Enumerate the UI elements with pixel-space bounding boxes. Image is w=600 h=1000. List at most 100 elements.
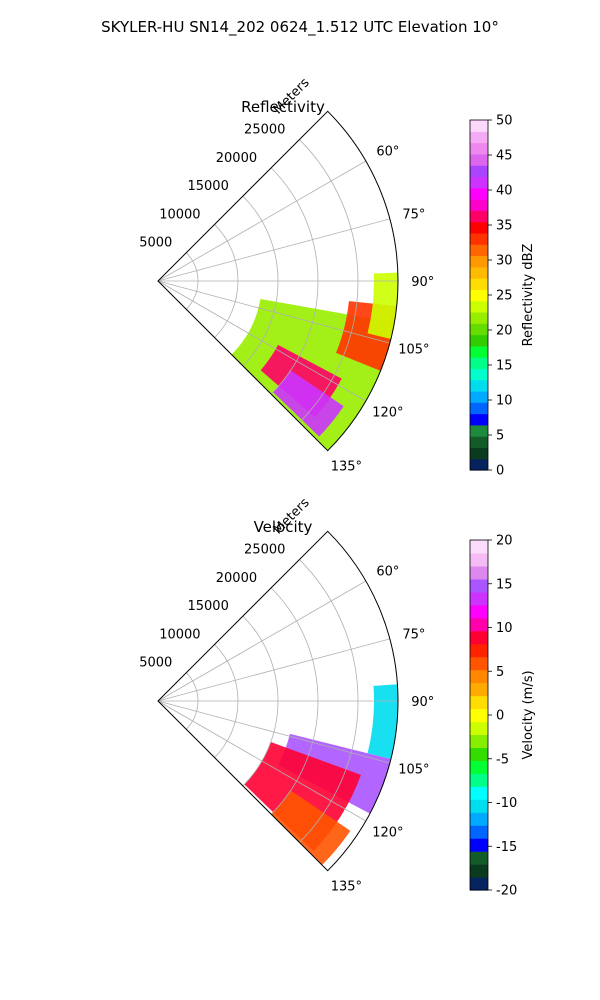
azimuth-line-1 bbox=[157, 638, 390, 702]
colorbar-tick-label: 20 bbox=[496, 534, 513, 549]
angular-tick-label: 120° bbox=[372, 405, 403, 420]
angular-tick-label: 135° bbox=[331, 459, 362, 474]
colorbar-swatch bbox=[470, 825, 488, 839]
angular-tick-label: 135° bbox=[331, 879, 362, 894]
colorbar-tick-label: 10 bbox=[496, 621, 513, 636]
colorbar-swatch bbox=[470, 708, 488, 723]
colorbar-swatch bbox=[470, 799, 488, 813]
colorbar-tick-label: 15 bbox=[496, 577, 513, 592]
colorbar-swatch bbox=[470, 436, 488, 449]
colorbar-tick-label: 10 bbox=[496, 394, 513, 409]
radial-tick-label: 15000 bbox=[187, 599, 228, 614]
colorbar-swatch bbox=[470, 368, 488, 381]
reflectivity-panel: Reflectivity500010000150002000025000Mete… bbox=[139, 75, 536, 478]
colorbar-tick-label: 30 bbox=[496, 254, 513, 269]
radial-tick-label: 5000 bbox=[139, 236, 172, 251]
radial-tick-label: 10000 bbox=[159, 207, 200, 222]
colorbar-swatch bbox=[470, 786, 488, 800]
colorbar-swatch bbox=[470, 278, 488, 290]
azimuth-line-0 bbox=[157, 580, 367, 702]
colorbar-swatch bbox=[470, 851, 488, 865]
colorbar-swatch bbox=[470, 311, 488, 324]
colorbar-swatch bbox=[470, 773, 488, 787]
colorbar-swatch bbox=[470, 244, 488, 257]
colorbar-swatch bbox=[470, 165, 488, 178]
colorbar: -20 -15 -10 -5 0 5 10 15 20 Velocity (m/s) bbox=[469, 534, 536, 899]
colorbar-swatch bbox=[470, 864, 488, 878]
colorbar-swatch bbox=[470, 669, 488, 684]
colorbar-swatch bbox=[470, 255, 488, 268]
colorbar-label: Reflectivity dBZ bbox=[521, 244, 536, 347]
colorbar-swatch bbox=[470, 447, 488, 460]
angular-tick-label: 60° bbox=[376, 565, 399, 580]
colorbar-swatch bbox=[470, 591, 488, 606]
colorbar-swatch bbox=[470, 630, 488, 645]
colorbar-swatch bbox=[470, 578, 488, 593]
colorbar-tick-label: 35 bbox=[496, 219, 513, 234]
colorbar-swatch bbox=[470, 300, 488, 313]
colorbar-tick-label: 20 bbox=[496, 324, 513, 339]
colorbar-swatch bbox=[470, 379, 488, 392]
echo-region-4 bbox=[273, 370, 344, 437]
colorbar-swatch bbox=[470, 153, 488, 166]
colorbar-swatch bbox=[470, 617, 488, 632]
colorbar-swatch bbox=[470, 210, 488, 223]
colorbar-swatch bbox=[470, 345, 488, 358]
colorbar-swatch bbox=[470, 424, 488, 437]
colorbar-swatch bbox=[470, 289, 488, 302]
colorbar-swatch bbox=[470, 656, 488, 671]
colorbar-swatch bbox=[470, 176, 488, 189]
sector-outline bbox=[157, 530, 399, 872]
colorbar-swatch bbox=[470, 334, 488, 347]
colorbar-swatch bbox=[470, 390, 488, 403]
echo-region-3 bbox=[271, 790, 351, 866]
azimuth-line-4 bbox=[157, 280, 367, 402]
radial-tick-label: 25000 bbox=[244, 123, 285, 138]
colorbar-swatch bbox=[470, 540, 488, 554]
angular-tick-label: 120° bbox=[372, 825, 403, 840]
colorbar-swatch bbox=[470, 747, 488, 761]
colorbar-tick-label: 5 bbox=[496, 665, 504, 680]
colorbar-swatch bbox=[470, 232, 488, 245]
colorbar-swatch bbox=[470, 565, 488, 580]
colorbar-tick-label: 0 bbox=[496, 709, 504, 724]
colorbar-tick-label: 50 bbox=[496, 114, 513, 129]
radial-tick-label: 5000 bbox=[139, 656, 172, 671]
angular-tick-label: 90° bbox=[411, 695, 434, 710]
colorbar-swatch bbox=[470, 120, 488, 132]
panel-title: Velocity bbox=[254, 518, 313, 536]
azimuth-line-0 bbox=[157, 160, 367, 282]
colorbar-swatch bbox=[470, 734, 488, 749]
colorbar-swatch bbox=[470, 838, 488, 852]
colorbar-swatch bbox=[470, 402, 488, 415]
colorbar-swatch bbox=[470, 682, 488, 697]
colorbar-tick-label: 40 bbox=[496, 184, 513, 199]
colorbar-swatch bbox=[470, 142, 488, 155]
angular-tick-label: 105° bbox=[398, 343, 429, 358]
colorbar-swatch bbox=[470, 695, 488, 710]
colorbar-swatch bbox=[470, 357, 488, 369]
colorbar-swatch bbox=[470, 643, 488, 658]
colorbar-swatch bbox=[470, 323, 488, 336]
azimuth-line-4 bbox=[157, 700, 367, 822]
radial-tick-label: 15000 bbox=[187, 179, 228, 194]
colorbar-swatch bbox=[470, 552, 488, 567]
azimuth-line-3 bbox=[157, 280, 390, 344]
colorbar-tick-label: -20 bbox=[496, 884, 517, 899]
angular-tick-label: 75° bbox=[402, 208, 425, 223]
colorbar-swatch bbox=[470, 221, 488, 234]
azimuth-line-1 bbox=[157, 218, 390, 282]
radial-tick-label: 20000 bbox=[216, 571, 257, 586]
radial-tick-label: 10000 bbox=[159, 627, 200, 642]
radial-tick-label: 25000 bbox=[244, 543, 285, 558]
colorbar-label: Velocity (m/s) bbox=[521, 670, 536, 759]
colorbar-swatch bbox=[470, 812, 488, 826]
sector-outline bbox=[157, 110, 399, 452]
echo-region-0 bbox=[367, 684, 399, 760]
colorbar-tick-label: 15 bbox=[496, 359, 513, 374]
colorbar-tick-label: 0 bbox=[496, 464, 504, 479]
azimuth-line-3 bbox=[157, 700, 390, 764]
figure-title: SKYLER-HU SN14_202 0624_1.512 UTC Elevat… bbox=[101, 18, 499, 37]
angular-tick-label: 90° bbox=[411, 275, 434, 290]
